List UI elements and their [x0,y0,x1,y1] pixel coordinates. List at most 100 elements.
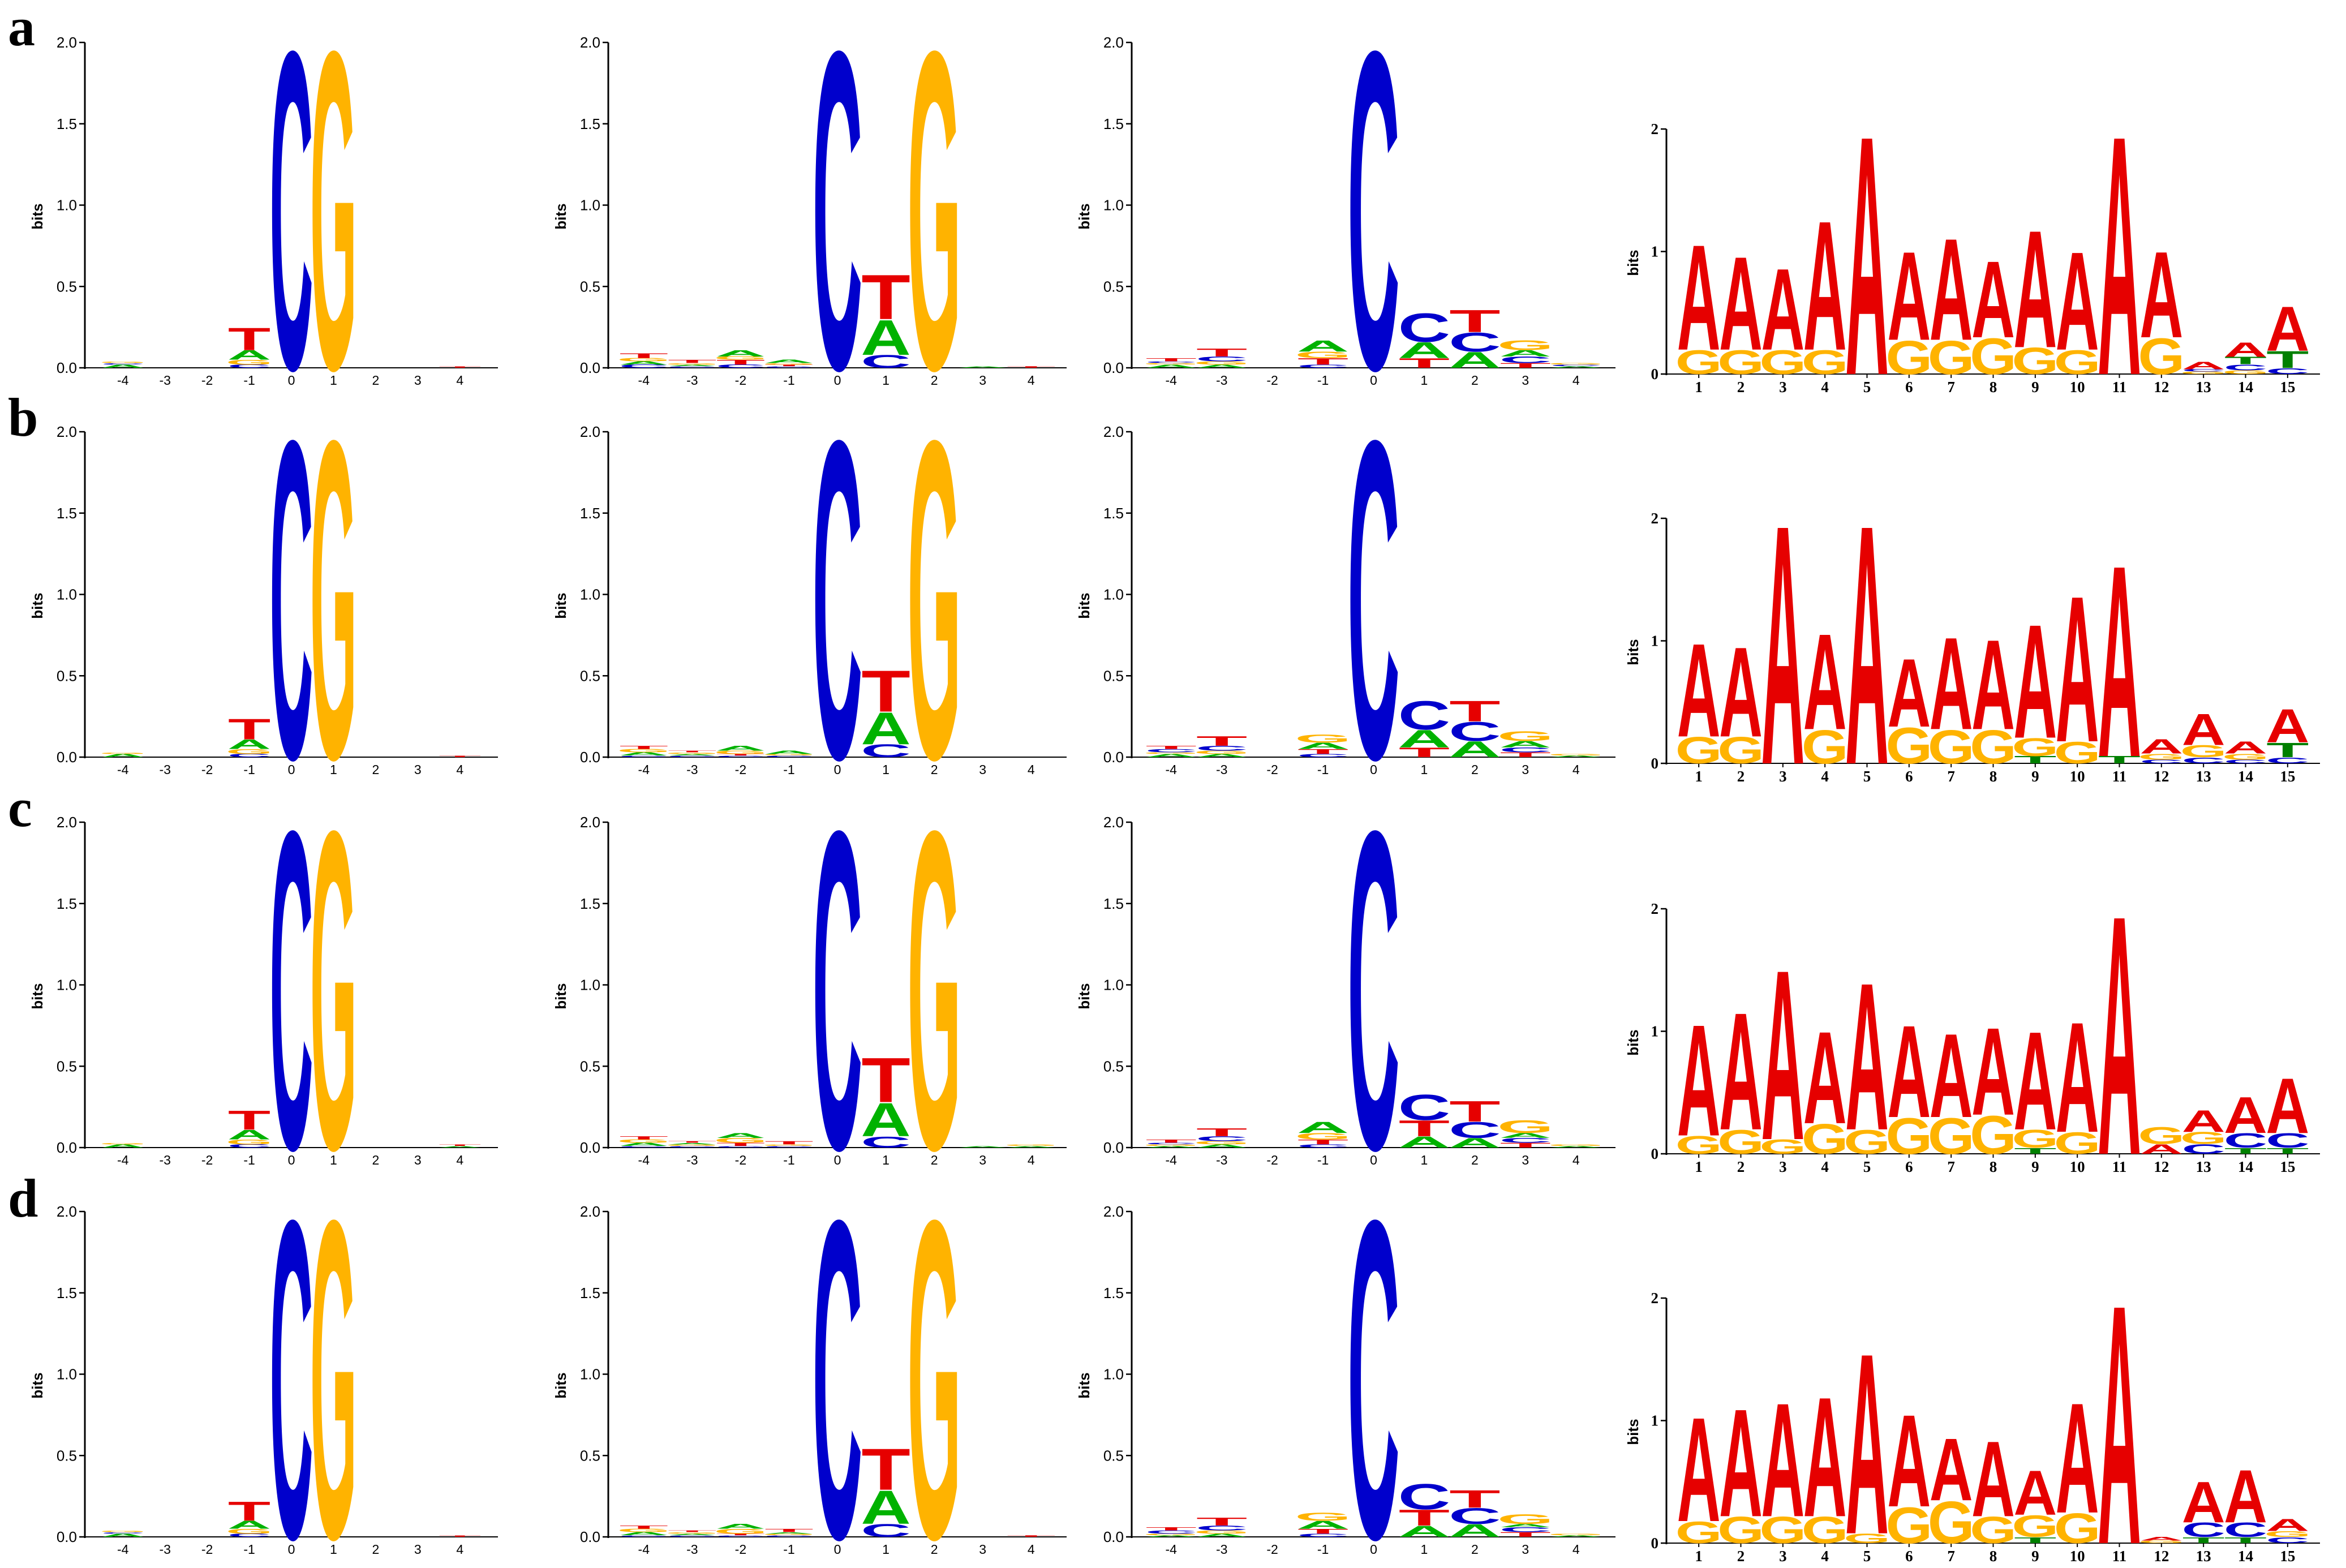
logo-glyph-T: T [2182,1535,2225,1545]
logo-glyph-A: A [2139,1536,2183,1542]
logo-glyph-C: C [1449,1118,1501,1143]
x-tick-label: 0 [834,1153,841,1167]
logo-glyph-A: A [1887,1387,1931,1535]
x-tick-label: -3 [159,1542,170,1557]
logo-glyph-T: T [1145,357,1196,362]
logo-glyph-A: A [861,1094,911,1147]
logo-glyph-T: T [1297,748,1348,755]
logo-glyph-G: G [226,748,273,755]
logo-glyph-C: C [1145,748,1197,753]
x-tick-label: 0 [834,1542,841,1557]
logo-glyph-G: G [1717,1509,1764,1551]
x-tick-label: 3 [979,1153,986,1167]
logo-glyph-A: A [2056,552,2099,786]
x-tick-label: 8 [1990,379,1997,396]
x-tick-label: -1 [1317,1153,1329,1167]
logo-glyph-A: A [2224,1086,2267,1144]
logo-glyph-G: G [226,358,273,366]
logo-glyph-A: A [1845,939,1889,1174]
logo-glyph-C: C [1297,364,1350,369]
logo-glyph-A: A [1499,1132,1552,1139]
logo-glyph-G: G [100,1142,147,1145]
logo-glyph-A: A [1550,1535,1602,1537]
logo-glyph-T: T [2266,1146,2309,1155]
x-tick-label: -3 [686,762,698,777]
y-axis-label: bits [29,203,46,229]
y-tick-label: 0.0 [57,749,77,766]
x-tick-label: 0 [1370,1153,1377,1167]
x-tick-label: 1 [1421,762,1428,777]
logo-glyph-C: C [813,1125,863,1568]
logo-glyph-A: A [1006,1145,1056,1148]
x-tick-label: -3 [159,762,170,777]
logo-glyph-T: T [764,364,813,367]
logo-glyph-T: T [1449,1095,1500,1128]
logo-glyph-T: T [228,712,270,745]
logo-glyph-A: A [619,751,669,757]
x-tick-label: 4 [456,762,463,777]
x-tick-label: 8 [1990,1158,1997,1175]
y-tick-label: 2 [1651,1290,1659,1307]
logo-glyph-A: A [1971,1002,2015,1141]
x-tick-label: 1 [1695,379,1703,396]
logo-glyph-G: G [617,748,671,753]
logo-glyph-A: A [2182,1103,2225,1138]
logo-glyph-A: A [1719,1377,1763,1549]
logo-glyph-A: A [1398,1133,1451,1152]
x-tick-label: -1 [243,373,255,388]
x-tick-label: -4 [117,762,129,777]
logo-glyph-C: C [1398,693,1451,739]
logo-glyph-G: G [762,1144,816,1146]
logo-glyph-G: G [714,1527,767,1535]
x-tick-label: 11 [2112,768,2127,785]
x-tick-label: 11 [2112,379,2127,396]
x-tick-label: -1 [243,1542,255,1557]
logo-glyph-A: A [2266,1515,2309,1535]
logo-glyph-G: G [1497,1511,1554,1527]
x-tick-label: 6 [1905,1158,1913,1175]
logo-glyph-C: C [1550,364,1602,367]
logo-glyph-G: G [1928,1107,1975,1165]
logo-glyph-G: G [1193,1530,1250,1535]
logo-glyph-G: G [1675,1131,1722,1159]
logo-glyph-T: T [228,321,270,357]
logo-glyph-T: T [1399,1116,1450,1141]
logo-glyph-G: G [1885,331,1932,384]
x-tick-label: 10 [2070,1158,2085,1175]
logo-glyph-G: G [226,1138,273,1145]
logo-glyph-G: G [1675,343,1722,381]
logo-glyph-G: G [2138,1540,2185,1544]
y-tick-label: 0.0 [580,359,600,376]
x-tick-label: 11 [2112,1158,2127,1175]
logo-glyph-G: G [1295,1510,1351,1523]
logo-glyph-A: A [764,359,814,364]
logo-glyph-A: A [2224,1454,2267,1539]
y-tick-label: 1.0 [57,586,77,603]
logo-glyph-A: A [1196,1533,1248,1538]
x-tick-label: 0 [288,762,295,777]
logo-glyph-G: G [1717,343,1764,381]
logo-glyph-G: G [762,754,816,756]
logo-glyph-G: G [907,1125,961,1568]
logo-glyph-G: G [1844,1531,1890,1546]
logo-glyph-G: G [100,361,147,363]
x-tick-label: -3 [1216,762,1227,777]
logo-glyph-A: A [1398,725,1451,753]
y-tick-label: 0.0 [580,749,600,766]
x-tick-label: 10 [2070,768,2085,785]
y-tick-label: 1.0 [1103,586,1124,603]
logo-glyph-C: C [2266,1129,2309,1152]
x-tick-label: -3 [686,373,698,388]
y-axis-label: bits [552,592,569,618]
x-tick-label: 2 [372,1153,379,1167]
logo-glyph-C: C [2266,1535,2309,1545]
y-tick-label: 0.0 [580,1528,600,1545]
logo-glyph-C: C [2182,1518,2225,1541]
x-tick-label: 14 [2238,379,2253,396]
y-tick-label: 1.0 [580,1366,600,1383]
x-tick-label: 1 [1421,373,1428,388]
logo-glyph-C: C [1398,1476,1451,1517]
x-tick-label: 1 [1695,768,1703,785]
logo-glyph-T: T [2266,739,2309,762]
